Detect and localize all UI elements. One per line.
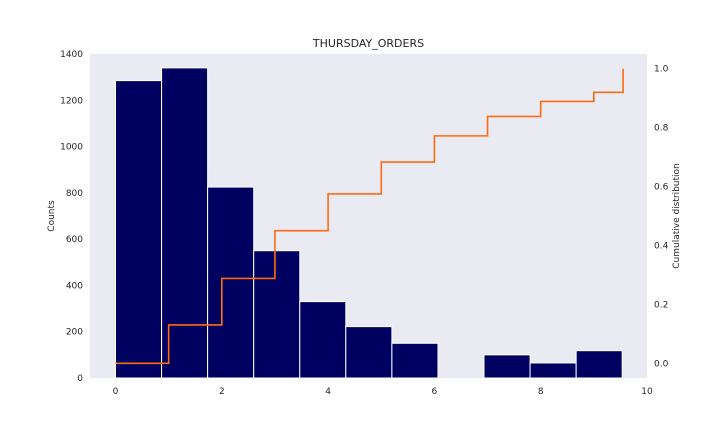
histogram-bar-10 [575, 350, 623, 379]
y2-axis-ticks: 0.0 0.2 0.4 0.6 0.8 1.0 [654, 65, 669, 370]
y-tick-label: 1000 [60, 143, 83, 153]
y-tick-label: 600 [66, 235, 83, 245]
histogram-bar-0 [115, 80, 163, 379]
x-tick-label: 6 [432, 387, 438, 397]
y-tick-label: 1400 [60, 50, 83, 60]
y-axis-label: Counts [47, 200, 57, 232]
y2-tick-label: 0.4 [654, 241, 669, 251]
y2-tick-label: 1.0 [654, 65, 669, 75]
histogram-bars [115, 67, 623, 379]
cumulative-line [115, 68, 624, 365]
y-axis-ticks: 0 200 400 600 800 1000 1200 1400 [60, 50, 83, 384]
y-tick-label: 0 [77, 374, 83, 384]
histogram-bar-2 [207, 186, 255, 379]
cumulative-line-group [115, 68, 624, 365]
y2-axis-label: Cumulative distribution [672, 163, 682, 269]
x-tick-label: 8 [538, 387, 544, 397]
histogram-bar-6 [391, 342, 439, 379]
y2-tick-label: 0.8 [654, 124, 669, 134]
x-tick-label: 2 [219, 387, 225, 397]
histogram-bar-4 [299, 301, 347, 379]
x-tick-label: 4 [325, 387, 331, 397]
x-tick-label: 10 [641, 387, 653, 397]
x-axis-ticks: 0 2 4 6 8 10 [113, 387, 653, 397]
histogram-bar-9 [529, 362, 577, 379]
histogram-bar-8 [483, 354, 531, 379]
y-tick-label: 800 [66, 189, 83, 199]
histogram-bar-5 [345, 326, 393, 379]
y2-tick-label: 0.6 [654, 183, 669, 193]
y-tick-label: 200 [66, 328, 83, 338]
y2-tick-label: 0.2 [654, 300, 668, 310]
y-tick-label: 1200 [60, 96, 83, 106]
histogram-bar-3 [253, 250, 301, 379]
y-tick-label: 400 [66, 281, 83, 291]
x-tick-label: 0 [113, 387, 119, 397]
chart-title: THURSDAY_ORDERS [312, 37, 424, 50]
y2-tick-label: 0.0 [654, 359, 669, 369]
